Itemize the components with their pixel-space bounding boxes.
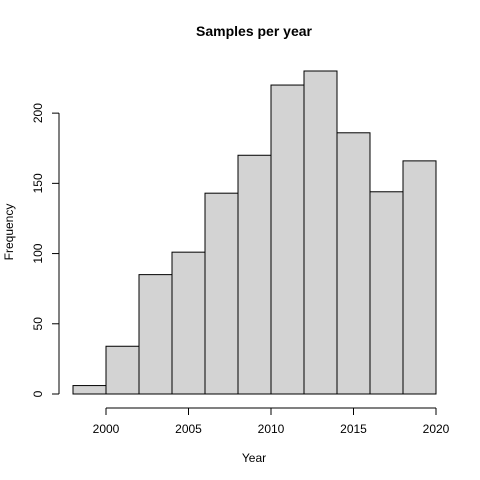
histogram-bar-2010-2012 [270, 84, 305, 395]
histogram-bar-2000-2002 [105, 345, 140, 395]
bars-group [72, 70, 437, 395]
histogram-bar-2016-2018 [369, 191, 404, 395]
histogram-bar-2006-2008 [204, 192, 239, 395]
histogram-bar-2018-2020 [402, 160, 437, 395]
histogram-bar-2008-2010 [237, 154, 272, 395]
y-axis-label: Frequency [2, 204, 16, 261]
x-tick-label-2015: 2015 [340, 422, 367, 436]
histogram-bar-2014-2016 [336, 132, 371, 395]
y-tick-label-50: 50 [31, 317, 45, 331]
x-axis-label: Year [242, 451, 266, 465]
x-tick-label-2020: 2020 [423, 422, 450, 436]
y-axis: 0 50 100 150 200 [31, 103, 60, 397]
histogram-bar-2012-2014 [303, 70, 338, 395]
histogram-bar-1998-2000 [72, 385, 107, 395]
y-tick-label-150: 150 [31, 173, 45, 193]
y-tick-label-0: 0 [31, 390, 45, 397]
chart-title: Samples per year [196, 23, 313, 39]
x-tick-label-2000: 2000 [93, 422, 120, 436]
y-tick-label-100: 100 [31, 243, 45, 263]
x-tick-label-2005: 2005 [175, 422, 202, 436]
histogram-bar-2002-2004 [138, 274, 173, 395]
y-tick-label-200: 200 [31, 103, 45, 123]
x-axis: 2000 2005 2010 2015 2020 [93, 407, 450, 436]
x-tick-label-2010: 2010 [258, 422, 285, 436]
histogram-bar-2004-2006 [171, 251, 206, 395]
